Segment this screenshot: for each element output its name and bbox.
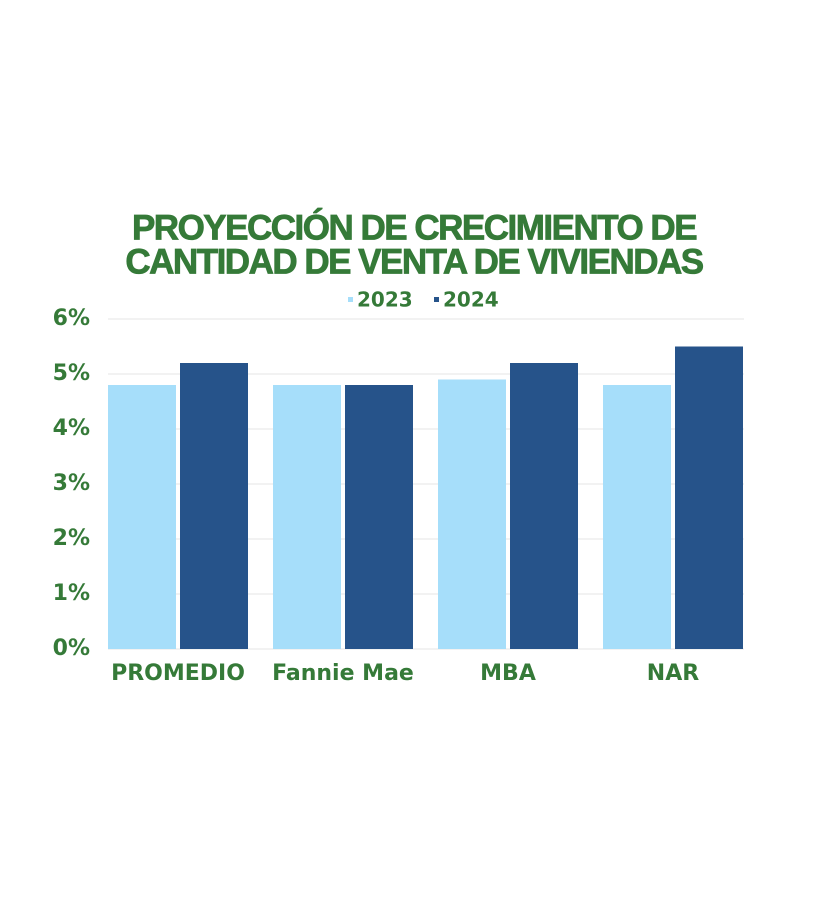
bar [603, 385, 671, 649]
chart-title: CANTIDAD DE VENTA DE VIVIENDAS [125, 242, 702, 281]
bar [273, 385, 341, 649]
bar [108, 385, 176, 649]
legend-label: 2024 [443, 288, 499, 312]
x-tick-label: MBA [480, 661, 536, 686]
y-tick-label: 5% [53, 361, 90, 386]
x-tick-label: PROMEDIO [111, 661, 245, 686]
y-tick-label: 4% [53, 416, 90, 441]
legend-label: 2023 [357, 288, 413, 312]
chart-title: PROYECCIÓN DE CRECIMIENTO DE [132, 207, 696, 247]
y-tick-label: 0% [53, 636, 90, 661]
bar [180, 363, 248, 649]
y-tick-label: 3% [53, 471, 90, 496]
bar [345, 385, 413, 649]
legend-swatch [434, 297, 439, 302]
y-tick-label: 2% [53, 526, 90, 551]
bar [438, 379, 506, 649]
x-tick-label: Fannie Mae [272, 661, 414, 686]
x-tick-label: NAR [647, 661, 699, 686]
legend-swatch [348, 297, 353, 302]
y-tick-label: 1% [53, 581, 90, 606]
bar [675, 346, 743, 649]
y-tick-label: 6% [53, 306, 90, 331]
bar [510, 363, 578, 649]
